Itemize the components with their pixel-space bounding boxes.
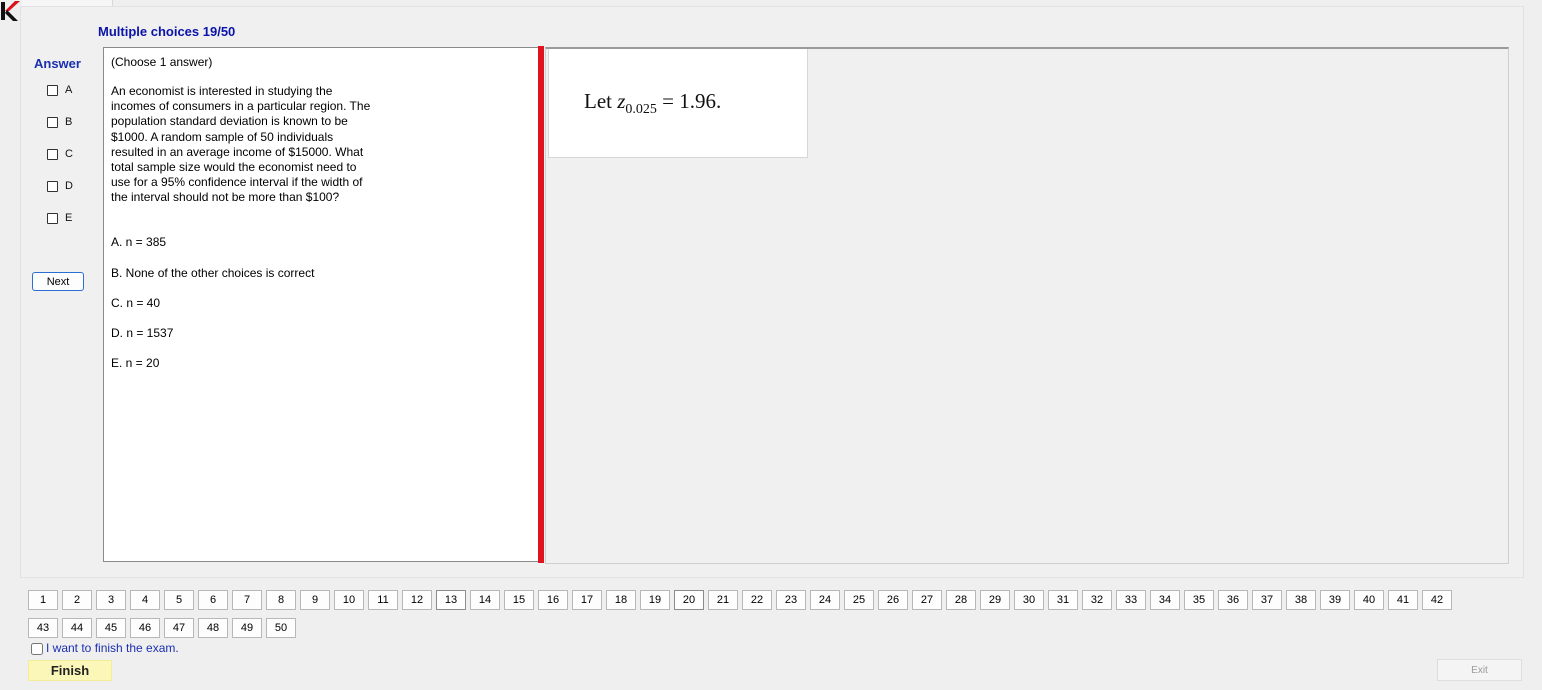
choice-d: D. n = 1537 [111,326,174,340]
question-nav-button[interactable]: 41 [1388,590,1418,610]
checkbox-c[interactable] [47,148,58,160]
question-nav-button[interactable]: 7 [232,590,262,610]
hint-suffix: = 1.96. [656,89,722,113]
question-nav-button[interactable]: 46 [130,618,160,638]
question-nav-button[interactable]: 31 [1048,590,1078,610]
question-nav-button[interactable]: 1 [28,590,58,610]
question-nav-button[interactable]: 14 [470,590,500,610]
question-nav-button[interactable]: 43 [28,618,58,638]
hint-subscript: 0.025 [625,102,657,118]
question-nav-button[interactable]: 36 [1218,590,1248,610]
option-letter: B [65,116,73,128]
question-nav-button[interactable]: 5 [164,590,194,610]
answer-option-d[interactable]: D [47,179,73,193]
question-nav-button[interactable]: 2 [62,590,92,610]
question-nav-button[interactable]: 28 [946,590,976,610]
question-nav-button[interactable]: 47 [164,618,194,638]
question-nav-button[interactable]: 3 [96,590,126,610]
question-line: the interval should not be more than $10… [111,190,340,205]
question-nav-button[interactable]: 12 [402,590,432,610]
panel-splitter[interactable] [538,46,544,563]
choice-e: E. n = 20 [111,356,160,370]
question-nav-button[interactable]: 42 [1422,590,1452,610]
question-nav-button[interactable]: 4 [130,590,160,610]
option-letter: A [65,84,73,96]
question-nav-button[interactable]: 15 [504,590,534,610]
question-nav-button[interactable]: 35 [1184,590,1214,610]
question-line: population standard deviation is known t… [111,114,348,129]
question-nav-button[interactable]: 11 [368,590,398,610]
choice-a: A. n = 385 [111,235,167,249]
question-line: use for a 95% confidence interval if the… [111,175,363,190]
question-nav-button[interactable]: 38 [1286,590,1316,610]
question-nav-button[interactable]: 45 [96,618,126,638]
question-nav-button[interactable]: 18 [606,590,636,610]
question-nav-button[interactable]: 32 [1082,590,1112,610]
choice-b: B. None of the other choices is correct [111,266,315,280]
option-letter: E [65,212,73,224]
question-text: An economist is interested in studying t… [111,84,411,206]
question-nav-button[interactable]: 50 [266,618,296,638]
hint-variable: z [617,89,626,113]
question-nav-button[interactable]: 40 [1354,590,1384,610]
checkbox-e[interactable] [47,212,58,224]
option-letter: C [65,148,73,160]
question-nav-button[interactable]: 6 [198,590,228,610]
question-nav-button[interactable]: 22 [742,590,772,610]
next-button[interactable]: Next [32,272,84,291]
choice-c: C. n = 40 [111,296,161,310]
question-nav-button[interactable]: 26 [878,590,908,610]
question-line: total sample size would the economist ne… [111,160,357,175]
question-nav-button[interactable]: 10 [334,590,364,610]
question-nav-button[interactable]: 16 [538,590,568,610]
checkbox-d[interactable] [47,180,58,192]
question-nav-button[interactable]: 48 [198,618,228,638]
question-nav-button[interactable]: 13 [436,590,466,610]
finish-exam-checkbox[interactable] [31,643,43,655]
question-instruction: (Choose 1 answer) [111,55,213,69]
question-nav-button[interactable]: 39 [1320,590,1350,610]
question-nav-button[interactable]: 33 [1116,590,1146,610]
question-nav-button[interactable]: 25 [844,590,874,610]
question-line: An economist is interested in studying t… [111,84,333,98]
question-nav-button[interactable]: 30 [1014,590,1044,610]
question-nav-button[interactable]: 49 [232,618,262,638]
question-nav-button[interactable]: 21 [708,590,738,610]
question-line: $1000. A random sample of 50 individuals [111,129,334,144]
question-nav-button[interactable]: 37 [1252,590,1282,610]
question-line: resulted in an average income of $15000.… [111,144,364,159]
option-letter: D [65,180,73,192]
question-counter-title: Multiple choices 19/50 [98,24,236,39]
question-panel [103,47,539,562]
answer-option-a[interactable]: A [47,83,72,97]
question-nav-button[interactable]: 20 [674,590,704,610]
checkbox-b[interactable] [47,116,58,128]
app-logo [0,0,22,22]
finish-exam-label[interactable]: I want to finish the exam. [46,641,179,655]
question-nav-button[interactable]: 17 [572,590,602,610]
answer-label: Answer [34,56,81,71]
question-nav-button[interactable]: 8 [266,590,296,610]
question-nav-button[interactable]: 9 [300,590,330,610]
answer-option-e[interactable]: E [47,211,72,225]
question-nav-button[interactable]: 27 [912,590,942,610]
answer-option-c[interactable]: C [47,147,73,161]
exit-button[interactable]: Exit [1437,659,1522,681]
question-nav-button[interactable]: 34 [1150,590,1180,610]
hint-image-box [548,49,808,158]
hint-formula: Let z0.025 = 1.96. [584,89,721,118]
hint-prefix: Let [584,89,618,113]
question-nav-button[interactable]: 19 [640,590,670,610]
answer-option-b[interactable]: B [47,115,72,129]
question-nav-button[interactable]: 24 [810,590,840,610]
finish-button[interactable]: Finish [28,660,112,681]
checkbox-a[interactable] [47,84,58,96]
question-nav-button[interactable]: 23 [776,590,806,610]
question-line: incomes of consumers in a particular reg… [111,99,371,114]
question-nav-button[interactable]: 44 [62,618,92,638]
question-nav-button[interactable]: 29 [980,590,1010,610]
